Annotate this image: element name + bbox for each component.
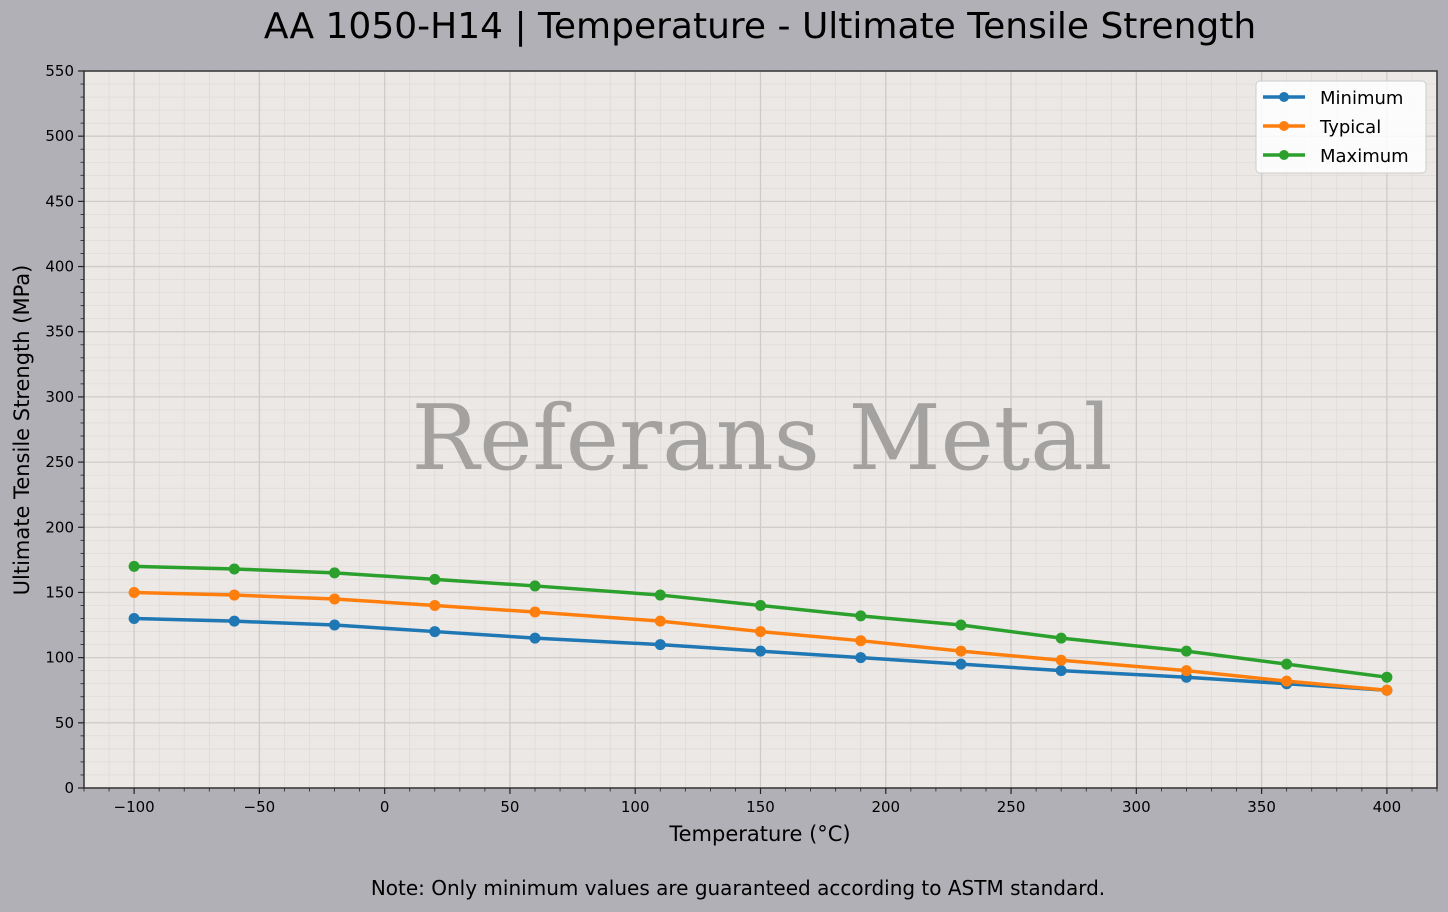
data-point <box>228 615 240 627</box>
watermark: Referans Metal <box>411 386 1112 491</box>
data-point <box>1180 665 1192 677</box>
data-point <box>429 626 441 638</box>
x-tick-label: 50 <box>500 798 519 816</box>
x-tick-label: 200 <box>871 798 900 816</box>
data-point <box>955 658 967 670</box>
data-point <box>128 560 140 572</box>
x-tick-label: 150 <box>746 798 775 816</box>
data-point <box>1055 665 1067 677</box>
major-grid <box>84 70 1437 789</box>
data-point <box>1055 632 1067 644</box>
data-point <box>855 635 867 647</box>
x-tick-label: 300 <box>1122 798 1151 816</box>
data-point <box>855 652 867 664</box>
data-point <box>755 626 766 638</box>
data-point <box>755 645 766 657</box>
data-point <box>1281 675 1293 687</box>
data-point <box>529 632 541 644</box>
y-tick-label: 300 <box>45 388 74 406</box>
data-point <box>529 606 541 618</box>
x-tick-label: −50 <box>244 798 276 816</box>
data-point <box>1180 645 1192 657</box>
legend-item-maximum: Maximum <box>1263 146 1409 167</box>
y-tick-label: 150 <box>45 583 74 601</box>
data-point <box>1381 684 1393 696</box>
data-point <box>329 567 341 579</box>
series-maximum <box>128 560 1393 683</box>
x-tick-label: 250 <box>997 798 1026 816</box>
x-axis-label: Temperature (°C) <box>668 822 850 846</box>
legend-label-minimum: Minimum <box>1320 88 1403 109</box>
data-point <box>654 639 666 651</box>
data-point <box>329 619 341 631</box>
footnote: Note: Only minimum values are guaranteed… <box>370 876 1106 900</box>
y-tick-label: 400 <box>45 258 74 276</box>
data-point <box>529 580 541 592</box>
data-point <box>429 573 441 585</box>
y-axis-label: Ultimate Tensile Strength (MPa) <box>10 265 34 596</box>
y-tick-label: 200 <box>45 518 74 536</box>
y-tick-label: 500 <box>45 127 74 145</box>
data-point <box>128 613 140 625</box>
data-point <box>755 599 766 611</box>
data-point <box>855 610 867 622</box>
y-tick-label: 0 <box>64 779 74 797</box>
data-point <box>955 645 967 657</box>
data-point <box>429 599 441 611</box>
y-tick-label: 250 <box>45 453 74 471</box>
series-typical <box>128 586 1393 696</box>
y-tick-label: 50 <box>55 714 74 732</box>
data-point <box>654 589 666 601</box>
y-tick-label: 550 <box>45 62 74 80</box>
legend-box <box>1255 80 1427 174</box>
y-tick-label: 450 <box>45 192 74 210</box>
x-tick-label: 100 <box>621 798 650 816</box>
x-tick-label: −100 <box>114 798 155 816</box>
data-point <box>1381 671 1393 683</box>
x-axis: −100 −50 0 50 100 150 200 250 300 350 400 <box>83 788 1438 816</box>
legend-item-minimum: Minimum <box>1263 88 1403 109</box>
data-point <box>228 589 240 601</box>
data-point <box>1281 658 1293 670</box>
x-tick-label: 400 <box>1373 798 1402 816</box>
legend-marker-typical <box>1279 121 1289 131</box>
x-tick-label: 350 <box>1247 798 1276 816</box>
x-tick-label: 0 <box>380 798 390 816</box>
data-point <box>228 563 240 575</box>
legend-marker-maximum <box>1279 150 1289 160</box>
chart-title: AA 1050-H14 | Temperature - Ultimate Ten… <box>263 6 1257 47</box>
data-point <box>654 615 666 627</box>
series-layer <box>128 560 1393 696</box>
legend-marker-minimum <box>1279 92 1289 102</box>
legend-item-typical: Typical <box>1263 117 1381 138</box>
y-axis: 0 50 100 150 200 250 300 350 400 450 500 550 <box>45 62 84 797</box>
data-point <box>128 586 140 598</box>
legend: Minimum Typical Maximum <box>1255 80 1427 174</box>
data-point <box>1055 654 1067 666</box>
data-point <box>955 619 967 631</box>
y-tick-label: 350 <box>45 323 74 341</box>
y-tick-label: 100 <box>45 649 74 667</box>
data-point <box>329 593 341 605</box>
legend-label-maximum: Maximum <box>1320 146 1409 167</box>
legend-label-typical: Typical <box>1319 117 1381 138</box>
